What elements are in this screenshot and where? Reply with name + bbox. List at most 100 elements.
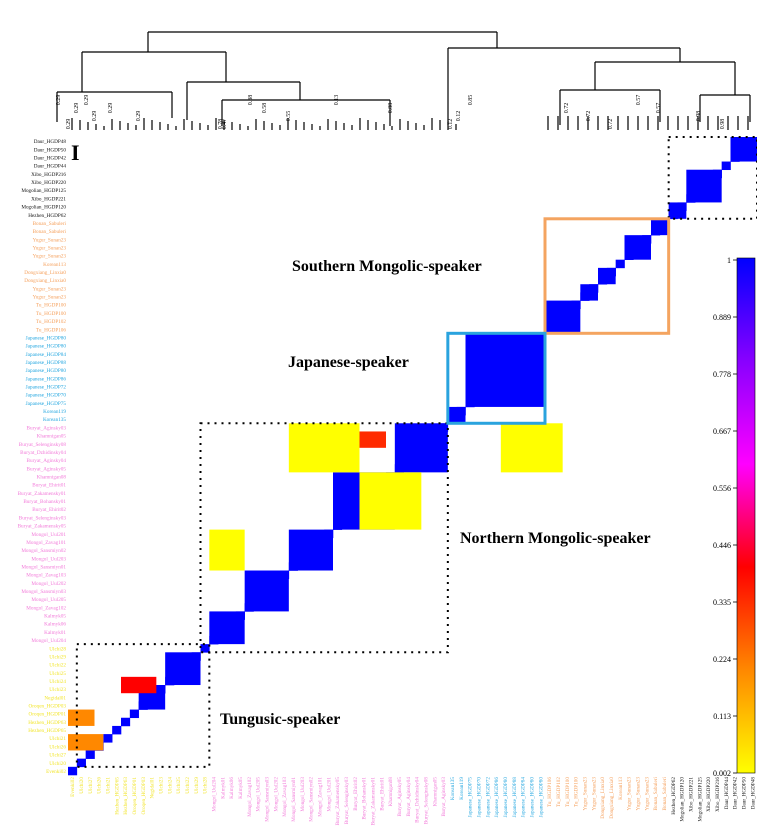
column-label: Ulchi20 <box>79 777 85 794</box>
dendrogram-label: 0.98 <box>696 111 702 122</box>
column-label: Ulchi21 <box>106 777 112 794</box>
dendrogram-label: 0.58 <box>262 103 268 114</box>
heatmap-block-yugur2 <box>580 284 598 301</box>
heatmap-block-buryat-a <box>394 423 448 473</box>
dendrogram-label: 0.12 <box>448 119 454 130</box>
row-label: Negidal01 <box>44 695 66 701</box>
row-label: Japanese_HGDP84 <box>26 352 67 358</box>
colorbar-tick-label: 0.556 <box>713 484 731 493</box>
row-label: Japanese_HGDP86 <box>26 376 67 382</box>
heatmap-block-daur <box>730 137 757 162</box>
colorbar-tick-label: 0.667 <box>713 427 731 436</box>
row-label: Oroqen_HGDP01 <box>29 712 67 718</box>
row-label: Japanese_HGDP75 <box>26 401 67 407</box>
row-label: Buryat_Ehirit02 <box>32 507 66 513</box>
column-label: Korean135 <box>450 777 456 800</box>
row-label: Khamnigan05 <box>37 434 67 440</box>
column-label: Mongol_Uul204 <box>212 777 218 812</box>
heatmap-offdiag-0 <box>288 423 360 473</box>
group-dotted-frames <box>75 136 757 768</box>
row-label: Buryat_Bohansky01 <box>23 499 66 505</box>
row-label: Daur_HGDP48 <box>34 139 67 145</box>
column-label: Buryat_Selenginsky08 <box>424 777 430 825</box>
column-label: Japanese_HGDP70 <box>477 777 483 818</box>
heatmap-offdiag-3 <box>209 529 245 571</box>
heatmap-red-stripe <box>359 431 386 448</box>
heatmap-block-mongol-a <box>288 529 333 571</box>
row-label: Ulchi21 <box>49 736 66 742</box>
row-label: Mongol_Uul201 <box>31 532 66 538</box>
region-label: Northern Mongolic-speaker <box>460 530 651 547</box>
row-label: Kalmyk06 <box>44 622 66 628</box>
colorbar-tick-label: 0.446 <box>713 541 731 550</box>
column-label: Buryat_Ehirit01 <box>379 777 385 811</box>
row-label: Xibo_HGDP216 <box>31 172 66 178</box>
row-label: Mogolian_HGDP120 <box>21 205 66 211</box>
row-label: Mongol_Uul202 <box>31 581 66 587</box>
row-label: Ulchi26 <box>49 744 66 750</box>
column-label: Yugur_Sunan23 <box>627 777 633 811</box>
row-label: Daur_HGDP44 <box>34 164 67 170</box>
column-label: Japanese_HGDP75 <box>468 777 474 818</box>
row-label: Japanese_HGDP80 <box>26 344 67 350</box>
heatmap-diagonal-cell <box>721 161 731 171</box>
dendrogram-label: 0.88 <box>388 103 394 114</box>
region-label: Tungusic-speaker <box>220 711 340 728</box>
row-label: Yugur_Sunan23 <box>33 286 67 292</box>
column-label: Yugur_Sunan23 <box>591 777 597 811</box>
dendrogram-label: 0.85 <box>468 95 474 106</box>
row-label: Ulchi27 <box>49 753 66 759</box>
column-label: Ulchi28 <box>203 777 209 794</box>
row-label: Evenki02 <box>46 769 66 775</box>
column-label: Xibo_HGDP220 <box>706 777 712 812</box>
region-label: Japanese-speaker <box>288 354 409 371</box>
group-solid-frames <box>446 217 671 425</box>
row-label: Buryat_Zakamensky01 <box>18 491 67 497</box>
column-label: Daur_HGDP48 <box>750 777 756 810</box>
column-label: Yugur_Sunan23 <box>644 777 650 811</box>
heatmap-red-tungusic <box>121 676 157 694</box>
row-label: Buryat_Ehirit01 <box>32 483 66 489</box>
row-label: Tu_HGDP102 <box>36 319 66 325</box>
dendrogram-label: 0.78 <box>218 119 224 130</box>
column-label: Korean113 <box>618 777 624 800</box>
heatmap-block-mongol-b <box>244 570 289 612</box>
dendrogram-label: 0.55 <box>286 111 292 122</box>
heatmap-diagonal-cell <box>121 717 131 727</box>
colorbar: 1 0.889 0.778 0.667 0.556 0.446 0.335 0.224 0.11… <box>713 256 756 778</box>
column-label: Mongol_Uul205 <box>256 777 262 812</box>
heatmap-offdiag-2 <box>500 423 563 473</box>
row-labels: Daur_HGDP48 Daur_HGDP50 Daur_HGDP42 Daur_HG… <box>18 139 67 775</box>
row-label: Oroqen_HGDP03 <box>29 704 67 710</box>
row-label: Mongol_Zavag103 <box>26 573 66 579</box>
row-label: Japanese_HGDP72 <box>26 385 67 391</box>
row-label: Buryat_Selenginsky03 <box>19 515 67 521</box>
colorbar-tick-label: 1 <box>727 256 731 265</box>
heatmap-orange-tungusic-2 <box>68 734 104 751</box>
column-label: Ulchi25 <box>176 777 182 794</box>
heatmap-diagonal-cell <box>112 725 122 735</box>
dendrogram-label: 0.29 <box>84 95 90 106</box>
heatmap-block-japanese <box>465 333 545 407</box>
panel-label: I <box>71 140 80 165</box>
dendrogram-label: 0.29 <box>92 111 98 122</box>
row-label: Tu_HGDP106 <box>36 327 66 333</box>
column-label: Kalmyk01 <box>220 777 226 799</box>
column-label: Daur_HGDP44 <box>724 777 730 810</box>
heatmap-block-yugur <box>624 235 651 260</box>
row-label: Khamnigan08 <box>37 474 67 480</box>
row-label: Dongxiang_Linxia0 <box>24 270 66 276</box>
heatmap-block-tu <box>545 300 581 334</box>
row-label: Tu_HGDP100 <box>36 303 66 309</box>
row-label: Mongol_Uul203 <box>31 556 66 562</box>
column-label: Dongxiang_Linxia0 <box>609 777 615 819</box>
colorbar-tick-label: 0.335 <box>713 598 731 607</box>
heatmap-diagonal-cell <box>68 766 78 776</box>
heatmap-block-mongolian <box>668 202 687 219</box>
row-label: Mongol_Uul204 <box>31 638 66 644</box>
dendrogram-label: 0.29 <box>56 95 62 106</box>
row-label: Mongol_Sansmiyn03 <box>21 589 66 595</box>
row-label: Mongol_Uul205 <box>31 597 66 603</box>
row-label: Yugur_Sunan23 <box>33 245 67 251</box>
row-label: Buryat_Aginsky03 <box>27 425 67 431</box>
